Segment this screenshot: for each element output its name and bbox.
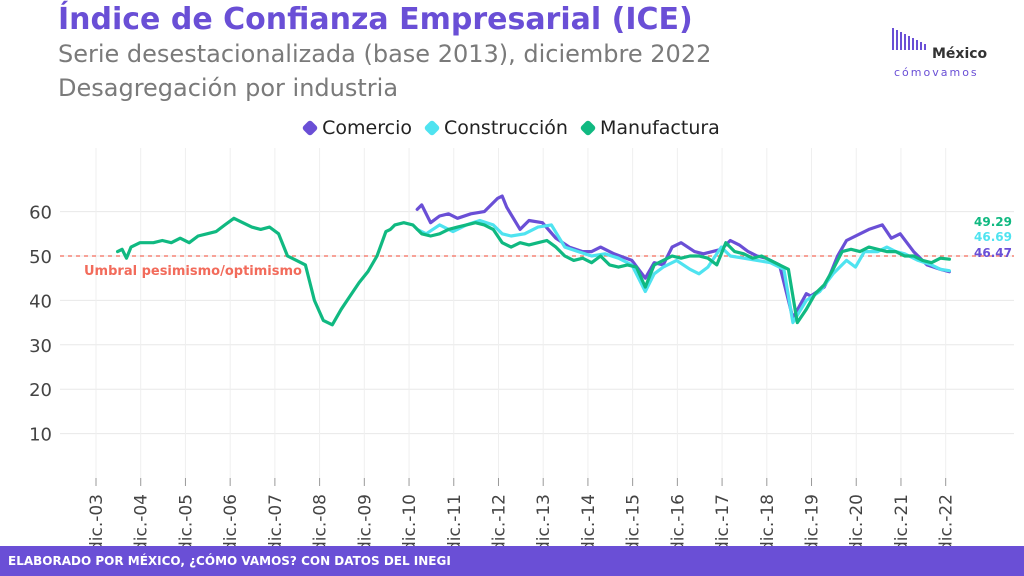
series-line-comercio[interactable] — [415, 194, 952, 320]
mexico-como-vamos-logo: México cómovamos — [890, 26, 1000, 82]
chart-subtitle: Serie desestacionalizada (base 2013), di… — [58, 40, 712, 68]
x-tick-label: dic.-05 — [176, 494, 196, 546]
x-tick-label: dic.-09 — [355, 494, 375, 546]
y-tick-label: 30 — [29, 336, 52, 357]
x-tick-label: dic.-10 — [400, 494, 420, 546]
legend-item-comercio[interactable]: Comercio — [301, 117, 412, 139]
x-tick-label: dic.-13 — [534, 494, 554, 546]
x-tick-label: dic.-14 — [579, 494, 599, 546]
end-label-manufactura: 49.29 — [974, 215, 1012, 229]
logo-text-mexico: México — [932, 46, 988, 62]
y-tick-label: 10 — [29, 425, 52, 446]
chart-subtitle-2: Desagregación por industria — [58, 74, 399, 102]
y-tick-label: 60 — [29, 203, 52, 224]
y-tick-label: 50 — [29, 247, 52, 268]
series-lines — [115, 194, 952, 327]
x-axis: dic.-03 dic.-04 dic.-05 dic.-06 dic.-07 dic.-… — [87, 478, 957, 546]
legend-item-construccion[interactable]: Construcción — [423, 117, 568, 139]
legend-marker-comercio — [301, 119, 319, 137]
x-tick-label: dic.-06 — [221, 494, 241, 546]
legend-item-manufactura[interactable]: Manufactura — [579, 117, 720, 139]
y-tick-label: 40 — [29, 291, 52, 312]
x-tick-label: dic.-07 — [266, 494, 286, 546]
y-tick-label: 20 — [29, 380, 52, 401]
x-tick-label: dic.-12 — [489, 494, 509, 546]
grid-lines — [60, 148, 1014, 478]
y-axis: 10 20 30 40 50 60 — [29, 203, 52, 446]
x-tick-label: dic.-19 — [803, 494, 823, 546]
x-tick-label: dic.-15 — [624, 494, 644, 546]
legend-label-comercio: Comercio — [322, 117, 412, 139]
chart-legend: Comercio Construcción Manufactura — [0, 117, 1024, 139]
x-tick-label: dic.-20 — [847, 494, 867, 546]
x-tick-label: dic.-11 — [445, 494, 465, 546]
threshold-line-group: Umbral pesimismo/optimismo — [60, 255, 1014, 279]
x-tick-label: dic.-03 — [87, 494, 107, 546]
x-tick-label: dic.-04 — [132, 494, 152, 546]
legend-marker-construccion — [423, 119, 441, 137]
x-tick-label: dic.-17 — [713, 494, 733, 546]
x-tick-label: dic.-18 — [758, 494, 778, 546]
legend-label-manufactura: Manufactura — [599, 117, 720, 139]
series-line-manufactura[interactable] — [115, 216, 952, 327]
logo-text-comovamos: cómovamos — [894, 66, 979, 79]
end-label-comercio: 46.47 — [974, 246, 1012, 260]
x-tick-label: dic.-21 — [892, 494, 912, 546]
footer-bar: ELABORADO POR MÉXICO, ¿CÓMO VAMOS? CON D… — [0, 546, 1024, 576]
x-tick-label: dic.-16 — [668, 494, 688, 546]
x-tick-label: dic.-08 — [311, 494, 331, 546]
threshold-label: Umbral pesimismo/optimismo — [84, 264, 302, 279]
series-line-construccion[interactable] — [415, 218, 952, 325]
x-tick-label: dic.-22 — [937, 494, 957, 546]
end-label-construccion: 46.69 — [974, 230, 1012, 244]
chart-title: Índice de Confianza Empresarial (ICE) — [58, 2, 693, 37]
legend-marker-manufactura — [579, 119, 597, 137]
logo-bars-icon — [892, 28, 926, 50]
legend-label-construccion: Construcción — [444, 117, 568, 139]
footer-credit: ELABORADO POR MÉXICO, ¿CÓMO VAMOS? CON D… — [8, 554, 451, 568]
